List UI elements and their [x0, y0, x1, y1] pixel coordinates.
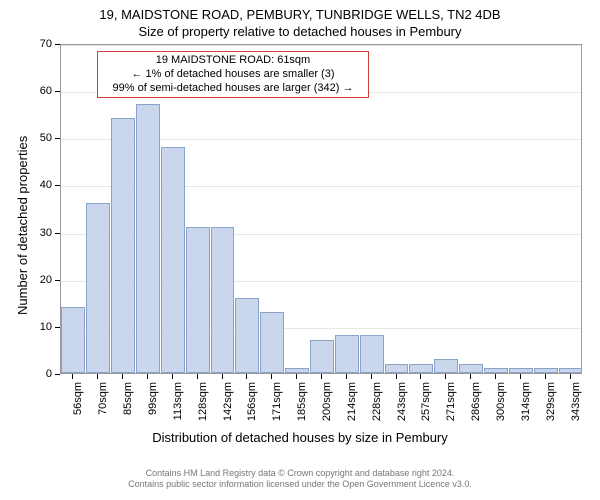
- grid-line: [61, 45, 581, 46]
- x-tick-mark: [396, 374, 397, 379]
- y-axis-label: Number of detached properties: [15, 136, 30, 315]
- histogram-bar: [260, 312, 284, 373]
- x-tick-label: 329sqm: [545, 382, 557, 432]
- histogram-bar: [86, 203, 110, 373]
- x-tick-label: 85sqm: [122, 382, 134, 432]
- x-tick-label: 286sqm: [470, 382, 482, 432]
- x-tick-mark: [420, 374, 421, 379]
- histogram-bar: [409, 364, 433, 373]
- x-tick-label: 200sqm: [321, 382, 333, 432]
- annotation-line3: 99% of semi-detached houses are larger (…: [104, 82, 362, 96]
- x-tick-label: 257sqm: [420, 382, 432, 432]
- y-tick-label: 40: [32, 179, 52, 191]
- annotation-line2: ← 1% of detached houses are smaller (3): [104, 68, 362, 82]
- y-tick-label: 10: [32, 321, 52, 333]
- chart-title: 19, MAIDSTONE ROAD, PEMBURY, TUNBRIDGE W…: [0, 7, 600, 22]
- x-tick-mark: [321, 374, 322, 379]
- x-tick-label: 343sqm: [570, 382, 582, 432]
- x-tick-label: 128sqm: [197, 382, 209, 432]
- x-tick-label: 228sqm: [371, 382, 383, 432]
- x-tick-mark: [346, 374, 347, 379]
- attribution-line1: Contains HM Land Registry data © Crown c…: [0, 468, 600, 479]
- histogram-bar: [459, 364, 483, 373]
- x-tick-label: 56sqm: [72, 382, 84, 432]
- chart-subtitle: Size of property relative to detached ho…: [0, 24, 600, 39]
- attribution-line2: Contains public sector information licen…: [0, 479, 600, 490]
- x-tick-mark: [470, 374, 471, 379]
- histogram-bar: [111, 118, 135, 373]
- x-tick-mark: [122, 374, 123, 379]
- histogram-bar: [285, 368, 309, 373]
- x-tick-mark: [197, 374, 198, 379]
- x-tick-label: 156sqm: [246, 382, 258, 432]
- x-tick-label: 314sqm: [520, 382, 532, 432]
- y-tick-label: 20: [32, 274, 52, 286]
- x-tick-mark: [172, 374, 173, 379]
- histogram-bar: [484, 368, 508, 373]
- x-tick-mark: [246, 374, 247, 379]
- histogram-bar: [235, 298, 259, 373]
- x-tick-mark: [445, 374, 446, 379]
- histogram-bar: [534, 368, 558, 373]
- x-tick-mark: [545, 374, 546, 379]
- x-tick-mark: [147, 374, 148, 379]
- x-axis-label: Distribution of detached houses by size …: [0, 430, 600, 445]
- attribution: Contains HM Land Registry data © Crown c…: [0, 468, 600, 490]
- y-tick-label: 60: [32, 85, 52, 97]
- histogram-bar: [61, 307, 85, 373]
- x-tick-label: 142sqm: [222, 382, 234, 432]
- x-tick-label: 171sqm: [271, 382, 283, 432]
- chart-container: 19, MAIDSTONE ROAD, PEMBURY, TUNBRIDGE W…: [0, 0, 600, 500]
- x-tick-mark: [222, 374, 223, 379]
- x-tick-mark: [72, 374, 73, 379]
- x-tick-label: 70sqm: [97, 382, 109, 432]
- histogram-bar: [136, 104, 160, 373]
- x-tick-mark: [495, 374, 496, 379]
- x-tick-label: 214sqm: [346, 382, 358, 432]
- x-tick-mark: [371, 374, 372, 379]
- x-tick-mark: [570, 374, 571, 379]
- histogram-bar: [310, 340, 334, 373]
- histogram-bar: [360, 335, 384, 373]
- x-tick-label: 300sqm: [495, 382, 507, 432]
- x-tick-label: 185sqm: [296, 382, 308, 432]
- x-tick-mark: [97, 374, 98, 379]
- annotation-box: 19 MAIDSTONE ROAD: 61sqm ← 1% of detache…: [97, 51, 369, 98]
- histogram-bar: [385, 364, 409, 373]
- histogram-bar: [186, 227, 210, 373]
- x-tick-label: 113sqm: [172, 382, 184, 432]
- histogram-bar: [335, 335, 359, 373]
- histogram-bar: [509, 368, 533, 373]
- y-tick-label: 70: [32, 38, 52, 50]
- x-tick-mark: [520, 374, 521, 379]
- x-tick-mark: [296, 374, 297, 379]
- x-tick-label: 99sqm: [147, 382, 159, 432]
- plot-area: 19 MAIDSTONE ROAD: 61sqm ← 1% of detache…: [60, 44, 582, 374]
- histogram-bar: [161, 147, 185, 373]
- y-tick-label: 30: [32, 227, 52, 239]
- x-tick-label: 271sqm: [445, 382, 457, 432]
- histogram-bar: [211, 227, 235, 373]
- y-tick-label: 50: [32, 132, 52, 144]
- x-tick-label: 243sqm: [396, 382, 408, 432]
- y-tick-mark: [55, 374, 60, 375]
- x-tick-mark: [271, 374, 272, 379]
- annotation-line1: 19 MAIDSTONE ROAD: 61sqm: [104, 54, 362, 68]
- y-tick-label: 0: [32, 368, 52, 380]
- histogram-bar: [559, 368, 583, 373]
- histogram-bar: [434, 359, 458, 373]
